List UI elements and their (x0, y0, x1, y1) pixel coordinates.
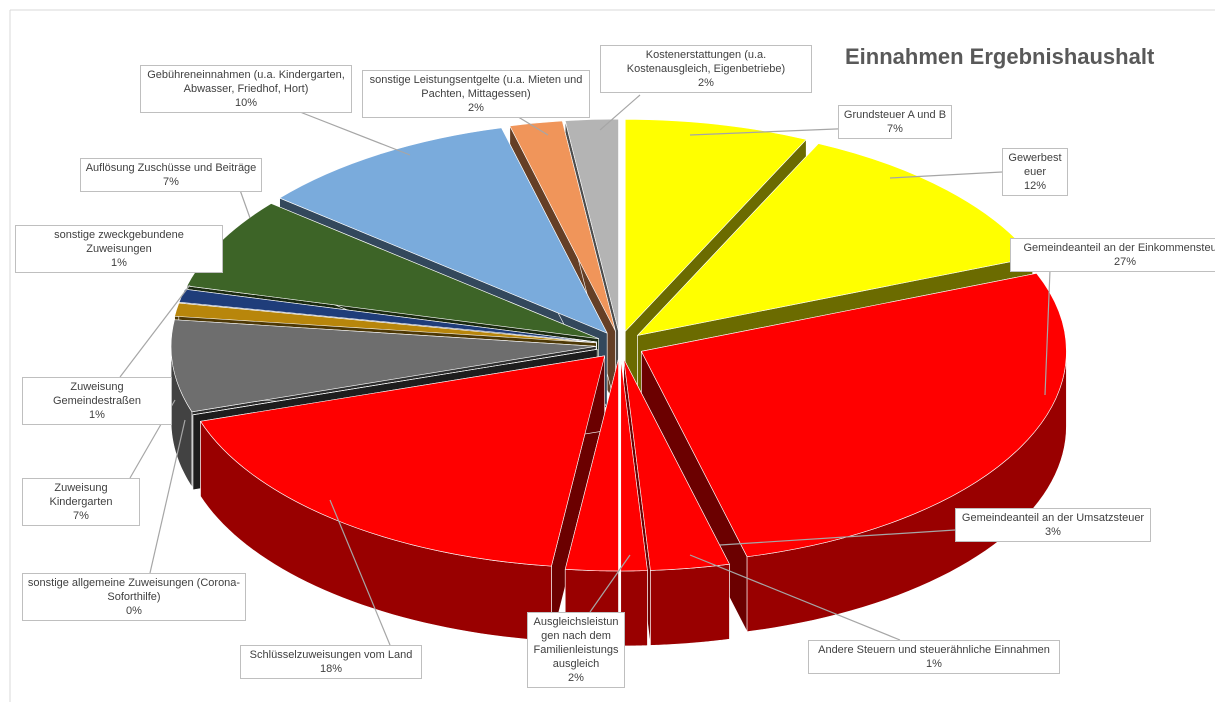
label-value: 7% (887, 123, 903, 135)
data-label: Zuweisung Kindergarten 7% (22, 478, 140, 526)
data-label: Ausgleichsleistungen nach dem Familienle… (527, 612, 625, 688)
label-value: 2% (698, 77, 714, 89)
leader-line (589, 554, 631, 613)
slice-top (564, 118, 619, 332)
leader-line (689, 127, 861, 136)
label-category: sonstige allgemeine Zuweisungen (Corona-… (27, 577, 241, 603)
data-label: Gewerbesteuer 12% (1002, 148, 1068, 196)
leader-line (329, 499, 391, 646)
slice-top (641, 273, 1067, 557)
slice-top (174, 302, 597, 344)
leader-line (149, 419, 186, 574)
label-category: Auflösung Zuschüsse und Beiträge (85, 162, 257, 174)
label-value: 1% (111, 257, 127, 269)
label-category: Grundsteuer A und B (843, 109, 947, 121)
pie-slice (641, 273, 1067, 632)
data-label: Kostenerstattungen (u.a. Kostenausgleich… (600, 45, 812, 93)
label-value: 27% (1113, 256, 1137, 268)
label-value: 0% (126, 605, 142, 617)
data-label: Schlüsselzuweisungen vom Land 18% (240, 645, 422, 679)
data-label: Auflösung Zuschüsse und Beiträge 7% (80, 158, 262, 192)
data-label: Grundsteuer A und B 7% (838, 105, 952, 139)
label-category: sonstige zweckgebundene Zuweisungen (54, 229, 184, 255)
label-category: Schlüsselzuweisungen vom Land (249, 649, 413, 661)
slice-top (192, 349, 598, 416)
slice-top (620, 358, 648, 572)
leader-line (719, 529, 956, 546)
pie-slice (200, 355, 606, 642)
label-category: sonstige Leistungsentgelte (u.a. Mieten … (369, 74, 583, 100)
slice-top (200, 355, 606, 567)
data-label: sonstige zweckgebundene Zuweisungen 1% (15, 225, 223, 273)
label-category: Kostenerstattungen (u.a. Kostenausgleich… (626, 49, 786, 75)
label-category: Andere Steuern und steuerähnliche Einnah… (818, 644, 1050, 656)
slice-top (509, 120, 616, 332)
data-label: Gebühreneinnahmen (u.a. Kindergarten, Ab… (140, 65, 352, 113)
label-value: 18% (319, 663, 343, 675)
pie-slice (620, 358, 648, 647)
data-label: sonstige Leistungsentgelte (u.a. Mieten … (362, 70, 590, 118)
slice-top (624, 119, 807, 332)
data-label: Zuweisung Gemeindestraßen 1% (22, 377, 172, 425)
data-label: Gemeindeanteil an der Einkommensteuer 27% (1010, 238, 1215, 272)
label-value: 2% (468, 102, 484, 114)
label-value: 10% (234, 97, 258, 109)
leader-line (1044, 269, 1051, 396)
label-category: Gewerbesteuer (1008, 152, 1062, 178)
leader-line (889, 171, 1003, 179)
label-value: 1% (89, 409, 105, 421)
data-label: Andere Steuern und steuerähnliche Einnah… (808, 640, 1060, 674)
slice-outer-wall (650, 563, 730, 646)
label-category: Zuweisung Gemeindestraßen (52, 381, 142, 407)
label-category: Ausgleichsleistungen nach dem Familienle… (533, 616, 619, 670)
pie-slice (564, 358, 619, 647)
leader-line (299, 111, 411, 156)
leader-line (119, 284, 191, 378)
label-value: 12% (1023, 180, 1047, 192)
data-label: Gemeindeanteil an der Umsatzsteuer 3% (955, 508, 1151, 542)
label-category: Gemeindeanteil an der Umsatzsteuer (961, 512, 1145, 524)
slice-top (623, 358, 730, 571)
label-value: 2% (568, 672, 584, 684)
label-value: 7% (163, 176, 179, 188)
label-value: 3% (1045, 526, 1061, 538)
chart-title: Einnahmen Ergebnishaushalt (845, 44, 1155, 69)
leader-line (239, 189, 251, 219)
slice-top (170, 319, 597, 413)
data-label: sonstige allgemeine Zuweisungen (Corona-… (22, 573, 246, 621)
label-category: Gemeindeanteil an der Einkommensteuer (1023, 242, 1215, 254)
label-value: 7% (73, 510, 89, 522)
label-category: Gebühreneinnahmen (u.a. Kindergarten, Ab… (147, 69, 345, 95)
label-category: Zuweisung Kindergarten (49, 482, 113, 508)
leader-line (689, 554, 901, 641)
slice-top (279, 127, 608, 334)
leader-line (599, 94, 641, 131)
label-value: 1% (926, 658, 942, 670)
